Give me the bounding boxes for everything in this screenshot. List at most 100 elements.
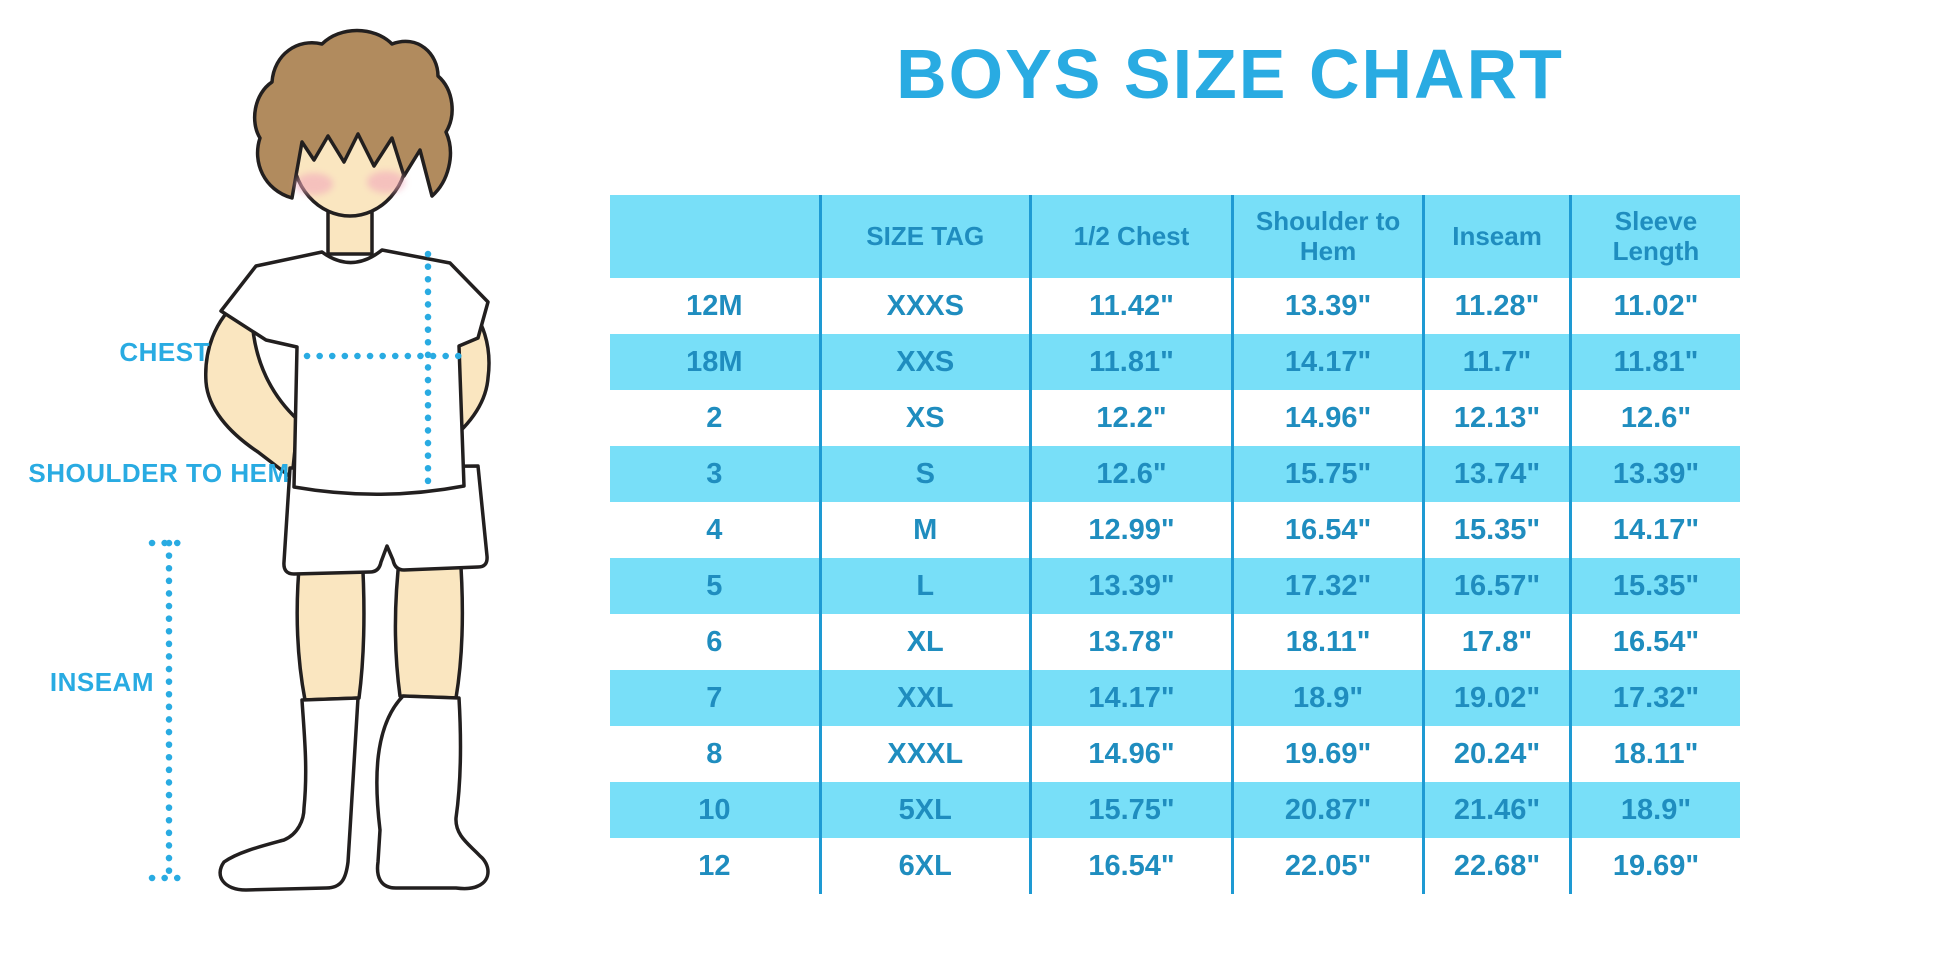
header-row: SIZE TAG 1/2 Chest Shoulder to Hem Inseam Sl…	[610, 195, 1740, 278]
boy-tshirt	[219, 248, 490, 496]
table-cell: 11.81"	[1568, 334, 1740, 390]
table-cell: S	[818, 446, 1031, 502]
column-header-1-2-chest: 1/2 Chest	[1028, 195, 1233, 278]
table-row: 12M XXXS 11.42" 13.39" 11.28" 11.02"	[610, 278, 1740, 334]
table-row: 3 S 12.6" 15.75" 13.74" 13.39"	[610, 446, 1740, 502]
column-header-shoulder-to-hem: Shoulder to Hem	[1231, 195, 1424, 278]
table-cell: 12.6"	[1028, 446, 1233, 502]
column-header-sleeve-length: Sleeve Length	[1568, 195, 1740, 278]
table-cell: 6	[706, 625, 723, 658]
table-cell: 15.75"	[1028, 782, 1233, 838]
boy-right-sock	[375, 694, 490, 891]
table-cell: 19.69"	[1231, 726, 1424, 782]
column-header-size	[610, 195, 821, 278]
table-cell: 20.87"	[1231, 782, 1424, 838]
inseam-measurement-line	[148, 539, 190, 882]
table-cell: XXL	[818, 670, 1031, 726]
table-cell: 8	[706, 737, 723, 770]
table-cell: XXS	[818, 334, 1031, 390]
boy-right-blush	[367, 171, 405, 193]
table-cell: M	[818, 502, 1031, 558]
table-row: 2 XS 12.2" 14.96" 12.13" 12.6"	[610, 390, 1740, 446]
table-cell: 22.68"	[1422, 838, 1571, 894]
table-row: 18M XXS 11.81" 14.17" 11.7" 11.81"	[610, 334, 1740, 390]
table-cell: 19.69"	[1568, 838, 1740, 894]
table-row: 4 M 12.99" 16.54" 15.35" 14.17"	[610, 502, 1740, 558]
size-chart-header: SIZE TAG 1/2 Chest Shoulder to Hem Inseam Sl…	[610, 195, 1740, 278]
table-cell: 2	[706, 401, 723, 434]
table-cell: 22.05"	[1231, 838, 1424, 894]
table-cell: 11.7"	[1422, 334, 1571, 390]
table-cell: 3	[706, 457, 723, 490]
table-cell: 6XL	[818, 838, 1031, 894]
table-row: 12 6XL 16.54" 22.05" 22.68" 19.69"	[610, 838, 1740, 894]
table-cell: 16.54"	[1568, 614, 1740, 670]
table-cell: 13.78"	[1028, 614, 1233, 670]
table-cell: 16.54"	[1028, 838, 1233, 894]
table-cell: 10	[698, 793, 731, 826]
table-cell: 18.11"	[1568, 726, 1740, 782]
chest-label: CHEST	[119, 337, 210, 367]
table-cell: L	[818, 558, 1031, 614]
table-cell: 5	[706, 569, 723, 602]
table-cell: 16.57"	[1422, 558, 1571, 614]
page-title: BOYS SIZE CHART	[896, 35, 1564, 113]
table-cell: 12.13"	[1422, 390, 1571, 446]
table-cell: 21.46"	[1422, 782, 1571, 838]
boy-right-leg	[393, 550, 465, 700]
table-cell: 14.96"	[1028, 726, 1233, 782]
size-chart-table: SIZE TAG 1/2 Chest Shoulder to Hem Inseam Sl…	[610, 195, 1740, 894]
table-cell: 12.6"	[1568, 390, 1740, 446]
table-cell: 12M	[686, 289, 743, 322]
boy-left-blush	[295, 173, 333, 195]
table-cell: 11.02"	[1568, 278, 1740, 334]
table-cell: 19.02"	[1422, 670, 1571, 726]
table-cell: 14.17"	[1568, 502, 1740, 558]
table-cell: 13.39"	[1231, 278, 1424, 334]
table-cell: 20.24"	[1422, 726, 1571, 782]
table-cell: 18.9"	[1568, 782, 1740, 838]
table-cell: 15.35"	[1568, 558, 1740, 614]
table-cell: 17.32"	[1231, 558, 1424, 614]
table-cell: 17.8"	[1422, 614, 1571, 670]
table-cell: XXXS	[818, 278, 1031, 334]
size-chart-body: 12M XXXS 11.42" 13.39" 11.28" 11.02" 18M XXS 11.…	[610, 278, 1740, 894]
table-cell: 11.28"	[1422, 278, 1571, 334]
table-row: 5 L 13.39" 17.32" 16.57" 15.35"	[610, 558, 1740, 614]
table-row: 6 XL 13.78" 18.11" 17.8" 16.54"	[610, 614, 1740, 670]
table-cell: 15.35"	[1422, 502, 1571, 558]
table-cell: XL	[818, 614, 1031, 670]
table-cell: 12	[698, 849, 731, 882]
table-cell: 13.74"	[1422, 446, 1571, 502]
table-cell: 17.32"	[1568, 670, 1740, 726]
boy-figure-illustration	[148, 28, 491, 892]
boy-left-arm	[204, 298, 300, 480]
table-cell: 18M	[686, 345, 743, 378]
column-header-inseam: Inseam	[1422, 195, 1571, 278]
table-cell: XS	[818, 390, 1031, 446]
table-cell: 4	[706, 513, 723, 546]
table-cell: 12.2"	[1028, 390, 1233, 446]
boy-left-sock	[218, 696, 360, 892]
table-cell: 18.9"	[1231, 670, 1424, 726]
table-row: 10 5XL 15.75" 20.87" 21.46" 18.9"	[610, 782, 1740, 838]
boy-hair	[252, 28, 454, 200]
table-cell: 14.17"	[1028, 670, 1233, 726]
table-cell: 16.54"	[1231, 502, 1424, 558]
table-row: 7 XXL 14.17" 18.9" 19.02" 17.32"	[610, 670, 1740, 726]
table-cell: 13.39"	[1028, 558, 1233, 614]
table-cell: 18.11"	[1231, 614, 1424, 670]
table-cell: 13.39"	[1568, 446, 1740, 502]
shoulder-to-hem-label: SHOULDER TO HEM	[28, 458, 290, 488]
column-header-size-tag: SIZE TAG	[818, 195, 1031, 278]
table-cell: XXXL	[818, 726, 1031, 782]
table-cell: 12.99"	[1028, 502, 1233, 558]
table-cell: 5XL	[818, 782, 1031, 838]
table-cell: 11.81"	[1028, 334, 1233, 390]
table-cell: 11.42"	[1028, 278, 1233, 334]
table-cell: 15.75"	[1231, 446, 1424, 502]
inseam-label: INSEAM	[49, 667, 154, 697]
table-cell: 14.96"	[1231, 390, 1424, 446]
table-cell: 7	[706, 681, 723, 714]
table-row: 8 XXXL 14.96" 19.69" 20.24" 18.11"	[610, 726, 1740, 782]
